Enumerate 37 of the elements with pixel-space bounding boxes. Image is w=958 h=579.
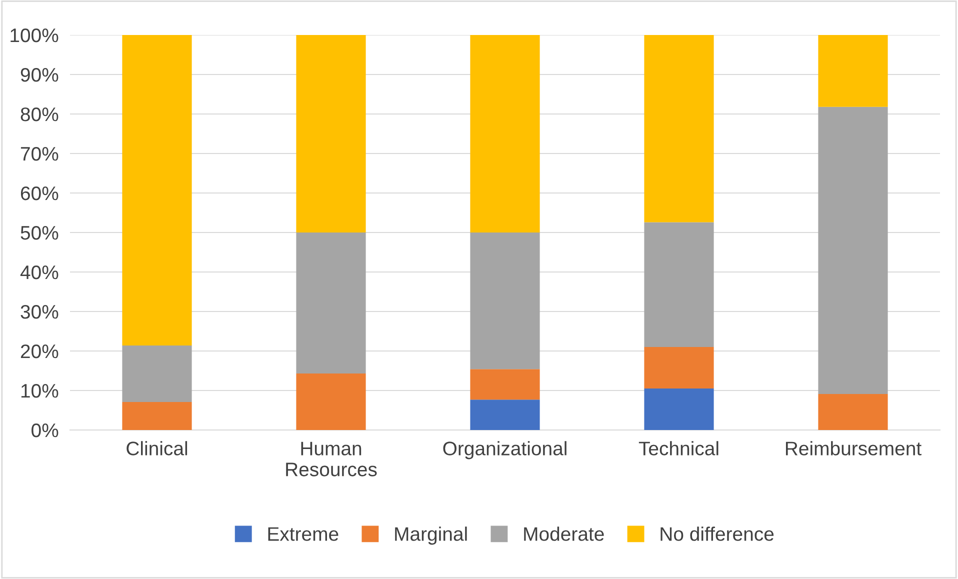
bar xyxy=(122,345,192,402)
bar xyxy=(644,347,714,389)
x-tick-label: Clinical xyxy=(126,441,188,456)
legend-label: Extreme xyxy=(268,527,338,541)
y-tick-label: 50% xyxy=(20,226,58,240)
y-tick-label: 100% xyxy=(10,28,58,42)
y-tick-label: 20% xyxy=(20,344,58,358)
bar xyxy=(470,232,540,370)
x-tick-label: Technical xyxy=(638,441,718,456)
bar xyxy=(122,402,192,430)
bar xyxy=(470,35,540,232)
y-tick-label: 60% xyxy=(20,186,58,200)
bar xyxy=(470,369,540,400)
bar xyxy=(818,35,888,107)
x-tick-label: Reimbursement xyxy=(786,441,922,456)
y-tick-label: 0% xyxy=(32,423,58,438)
bar xyxy=(644,35,714,222)
bar xyxy=(296,232,366,374)
x-tick-label: Human Resources xyxy=(286,442,377,476)
bar xyxy=(296,35,366,232)
legend-label: Moderate xyxy=(524,526,604,541)
legend-label: Marginal xyxy=(395,526,467,545)
bar xyxy=(818,106,888,394)
y-tick-label: 70% xyxy=(20,146,58,161)
bar xyxy=(122,35,192,346)
bar xyxy=(644,222,714,348)
bar xyxy=(818,394,888,430)
x-tick-label: Organizational xyxy=(443,441,566,460)
bar xyxy=(644,388,714,430)
bar xyxy=(296,374,366,430)
legend-label: No difference xyxy=(660,526,774,541)
y-tick-label: 10% xyxy=(21,384,58,398)
bar xyxy=(470,400,540,430)
y-tick-label: 80% xyxy=(20,107,58,122)
y-tick-label: 90% xyxy=(20,68,58,82)
y-tick-label: 30% xyxy=(20,304,58,319)
y-tick-label: 40% xyxy=(20,265,58,280)
